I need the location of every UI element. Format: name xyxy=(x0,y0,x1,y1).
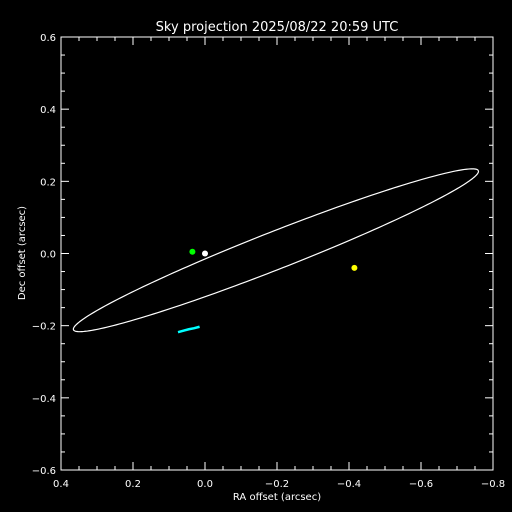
y-tick-label: 0.0 xyxy=(40,250,56,261)
y-tick-label: 0.4 xyxy=(40,105,56,116)
plot-area xyxy=(72,168,480,334)
y-tick-label: −0.6 xyxy=(32,466,56,477)
x-tick-label: −0.2 xyxy=(265,479,289,490)
x-axis-tick-labels: 0.4 0.2 0.0 −0.2 −0.4 −0.6 −0.8 xyxy=(53,479,505,490)
y-tick-label: 0.2 xyxy=(40,177,56,188)
x-tick-label: −0.8 xyxy=(481,479,505,490)
orbit-ellipse xyxy=(72,168,480,333)
x-tick-label: 0.4 xyxy=(53,479,69,490)
x-tick-label: 0.2 xyxy=(125,479,141,490)
y-axis-ticks xyxy=(61,36,493,471)
markers xyxy=(189,248,358,271)
star-point xyxy=(202,250,208,257)
x-tick-label: 0.0 xyxy=(197,479,213,490)
x-axis-ticks xyxy=(60,37,494,470)
y-tick-label: −0.4 xyxy=(32,394,56,405)
x-tick-label: −0.4 xyxy=(337,479,361,490)
green-marker-point xyxy=(189,248,196,255)
x-axis-label: RA offset (arcsec) xyxy=(233,492,321,503)
y-tick-label: 0.6 xyxy=(40,33,56,44)
x-tick-label: −0.6 xyxy=(409,479,433,490)
y-tick-label: −0.2 xyxy=(32,322,56,333)
cyan-arc-segment xyxy=(177,325,200,334)
yellow-marker-point xyxy=(351,264,358,271)
y-axis-tick-labels: −0.6 −0.4 −0.2 0.0 0.2 0.4 0.6 xyxy=(32,33,56,477)
y-axis-label: Dec offset (arcsec) xyxy=(17,206,28,300)
chart-title: Sky projection 2025/08/22 20:59 UTC xyxy=(156,20,399,35)
